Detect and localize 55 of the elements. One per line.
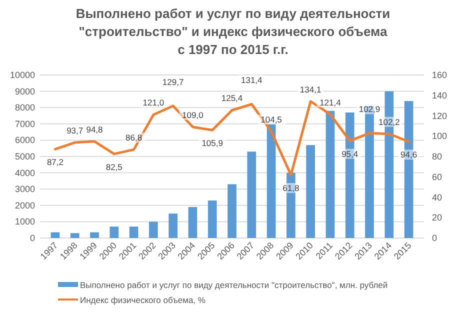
data-label: 129,7 [162, 76, 184, 87]
y-tick-label: 1000 [14, 216, 35, 227]
bar [306, 145, 315, 238]
y-tick-label: 0 [30, 233, 35, 243]
data-label: 86,8 [126, 132, 142, 143]
data-label: 131,4 [241, 75, 263, 86]
y-tick-label: 8000 [14, 102, 35, 113]
data-label: 121,4 [320, 97, 342, 108]
data-label: 121,0 [142, 98, 164, 108]
bar [90, 232, 99, 238]
y-tick-label: 6000 [14, 135, 35, 146]
y-tick-label: 5000 [14, 152, 35, 162]
data-label: 61,8 [282, 183, 300, 194]
data-label: 134,1 [300, 84, 322, 94]
data-label: 102,2 [378, 116, 400, 127]
bar [110, 226, 119, 238]
data-label: 104,5 [260, 114, 282, 125]
data-label: 94,8 [86, 124, 104, 134]
bar [70, 233, 80, 238]
y2-tick-label: 160 [432, 70, 448, 80]
data-label: 102,9 [358, 104, 380, 114]
legend-label: Индекс физического объема, % [80, 295, 206, 305]
bar [228, 184, 236, 238]
data-label: 94,6 [400, 150, 418, 160]
data-label: 95,4 [342, 148, 358, 159]
legend-label: Выполнено работ и услуг по виду деятельности "строительство", млн. рублей [80, 280, 388, 290]
bar [188, 207, 198, 238]
data-label: 105,9 [202, 138, 224, 148]
y2-tick-label: 100 [432, 131, 448, 142]
chart-title: Выполнено работ и услуг по виду деятельности "строительство" и индекс физического объема с 1997 по 2015 г.г. [76, 6, 390, 57]
bar [129, 226, 138, 238]
bar [149, 222, 158, 238]
bar [168, 214, 178, 238]
y-tick-label: 4000 [14, 168, 35, 178]
y2-tick-label: 80 [432, 152, 442, 162]
data-label: 82,5 [106, 162, 123, 172]
y2-tick-label: 120 [432, 110, 448, 121]
y-tick-label: 9000 [14, 86, 35, 96]
data-label: 125,4 [221, 93, 243, 104]
y-tick-label: 3000 [14, 184, 35, 194]
bar [326, 110, 335, 238]
bar [208, 200, 217, 238]
bar [50, 232, 60, 238]
y-tick-label: 7000 [14, 118, 35, 129]
bar [247, 152, 256, 238]
data-label: 93,7 [66, 126, 84, 136]
data-label: 87,2 [46, 157, 64, 168]
y2-tick-label: 140 [432, 90, 448, 100]
y2-tick-label: 40 [432, 192, 442, 202]
y-tick-label: 10000 [10, 70, 35, 80]
y2-tick-label: 20 [432, 212, 442, 223]
y-tick-label: 2000 [14, 200, 35, 210]
data-label: 109,0 [182, 110, 204, 120]
y2-tick-label: 0 [432, 233, 438, 243]
y2-tick-label: 60 [432, 172, 442, 182]
